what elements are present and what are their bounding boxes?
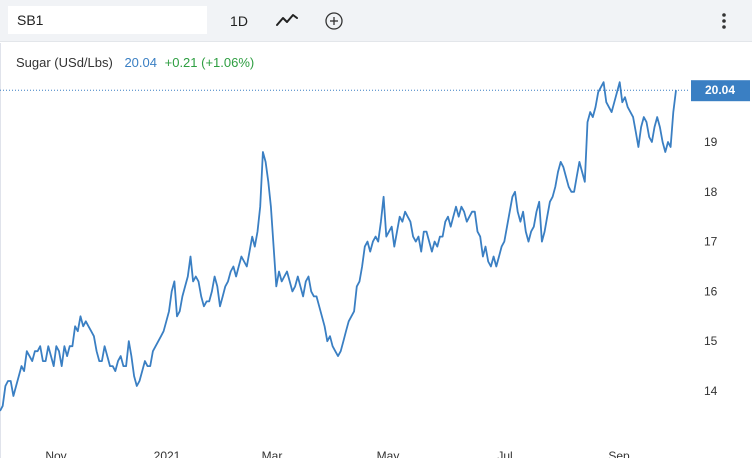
- x-tick-label: Mar: [262, 449, 283, 458]
- line-chart-icon: [276, 14, 298, 26]
- x-tick-label: Sep: [608, 449, 630, 458]
- x-tick-label: Jul: [497, 449, 512, 458]
- y-tick-label: 14: [704, 384, 718, 398]
- symbol-input[interactable]: [8, 6, 207, 34]
- chart-area[interactable]: [0, 43, 752, 458]
- chart-type-button[interactable]: [274, 9, 300, 33]
- x-tick-label: Nov: [45, 449, 66, 458]
- chart-toolbar: 1D: [0, 0, 752, 42]
- x-tick-label: 2021: [154, 449, 181, 458]
- add-indicator-button[interactable]: [322, 9, 346, 33]
- more-options-button[interactable]: [714, 9, 734, 33]
- series-legend: Sugar (USd/Lbs) 20.04 +0.21 (+1.06%): [16, 55, 254, 70]
- add-circle-icon: [325, 12, 343, 30]
- more-vertical-icon: [722, 13, 726, 29]
- interval-button[interactable]: 1D: [230, 13, 248, 29]
- legend-last-value: 20.04: [124, 55, 157, 70]
- last-value-badge: [691, 80, 750, 102]
- x-tick-label: May: [377, 449, 400, 458]
- y-tick-label: 15: [704, 334, 718, 348]
- y-tick-label: 17: [704, 235, 718, 249]
- y-tick-label: 19: [704, 135, 718, 149]
- legend-change: +0.21 (+1.06%): [164, 55, 255, 70]
- y-tick-label: 18: [704, 185, 718, 199]
- y-tick-label: 16: [704, 284, 718, 298]
- price-series-line: [0, 81, 677, 412]
- legend-series-name: Sugar (USd/Lbs): [16, 55, 113, 70]
- last-value-label: 20.04: [705, 83, 735, 97]
